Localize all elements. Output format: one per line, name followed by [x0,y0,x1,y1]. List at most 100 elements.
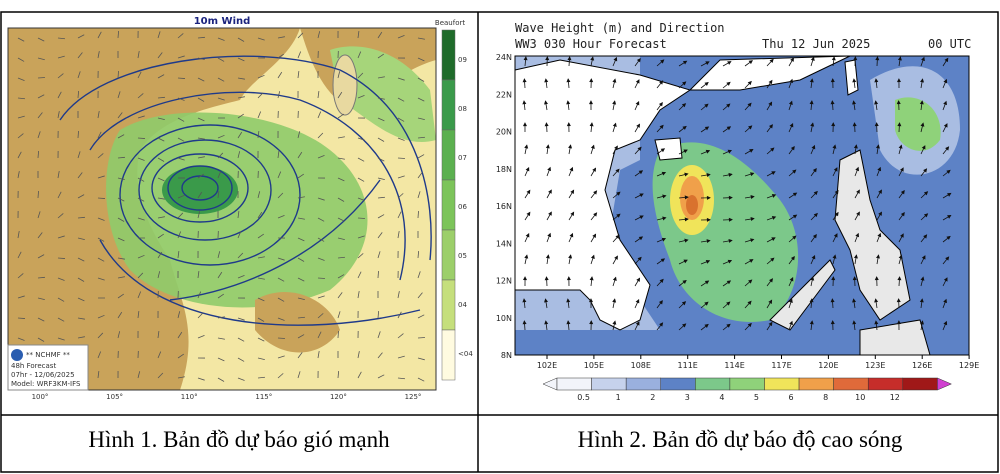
barb [257,256,265,259]
barb [337,91,343,99]
barb [37,57,45,61]
barb [317,331,322,339]
barb [397,355,405,359]
barb [297,71,300,79]
barb [137,51,140,59]
arrow-head [637,256,642,262]
arrow-head [898,254,903,259]
arrow-head [810,122,815,127]
arrow-head [544,100,548,105]
map-title: 10m Wind [194,16,251,27]
arrow-head [612,320,617,325]
barb [277,36,285,39]
barb [417,250,420,259]
barb [157,372,164,379]
wind-map: ** NCHMF ** 48h Forecast 07hr - 12/06/20… [7,16,473,401]
arrow-head [636,277,641,282]
arrow-head [810,276,815,281]
barb [277,337,286,339]
barb [237,377,245,381]
barb [157,177,165,182]
barb [157,271,161,279]
arrow-head [590,56,595,61]
arrow-head [728,238,733,243]
arrow-head [830,298,835,303]
barb [137,272,144,279]
arrow-head [788,298,793,303]
colorbar-tip [937,377,953,391]
barb [97,332,104,339]
arrow-head [544,298,548,303]
legend-label: <04 [458,350,473,358]
barb [337,292,343,299]
arrow-head [681,301,687,306]
arrow-head [770,147,775,152]
arrow-head [923,191,929,196]
arrow-head [682,279,687,284]
barb [257,131,260,139]
barb [357,291,360,299]
barb [357,157,365,162]
colorbar-segment [695,377,731,391]
barb [117,70,119,79]
arrow-head [704,126,710,131]
arrow-head [874,320,879,325]
barb [137,115,145,119]
arrow-head [834,211,839,217]
barb [237,357,245,362]
x-axis-label: 117E [771,361,791,370]
arrow-head [589,320,594,325]
arrow-head [684,238,689,243]
arrow-head [920,122,925,127]
arrow-head [636,123,640,128]
arrow-head [545,254,550,259]
barb [197,211,201,219]
arrow-head [747,300,752,305]
barb [137,254,145,259]
barb [337,330,339,339]
arrow-head [921,255,926,260]
arrow-head [728,217,733,222]
colorbar-segment [441,129,456,181]
arrow-head [831,56,836,61]
barb [277,277,285,282]
colorbar-label: 6 [789,393,794,402]
mainland [514,59,692,331]
barb [177,353,185,359]
arrow-head [831,276,836,281]
arrow-head [636,58,641,63]
barb [217,152,224,159]
barb [37,150,40,159]
arrow-head [875,144,880,149]
arrow-head [639,215,644,220]
barb [357,72,364,79]
colorbar-label: 4 [719,393,724,402]
barb [97,237,105,242]
arrow-head [771,237,776,241]
barb [357,197,365,201]
arrow-head [830,100,835,105]
barb [157,74,165,79]
barb [377,177,385,181]
arrow-head [706,173,711,178]
barb [37,254,45,259]
island [654,137,683,161]
barb [57,111,60,119]
barb [297,173,305,179]
colorbar-segment [591,377,627,391]
x-axis-label: 110° [181,393,198,401]
barb [397,211,402,219]
island [332,54,358,116]
barb [397,117,405,122]
barb [397,377,406,380]
arrow-head [790,146,795,151]
arrow-head [658,102,663,107]
caption: Hình 2. Bản đồ dự báo độ cao sóng [578,427,903,452]
arrow-head [726,280,732,285]
arrow-head [706,195,711,200]
arrow-head [682,125,687,130]
arrow-head [662,194,667,199]
barb [237,96,245,99]
x-axis-label: 115° [255,393,272,401]
